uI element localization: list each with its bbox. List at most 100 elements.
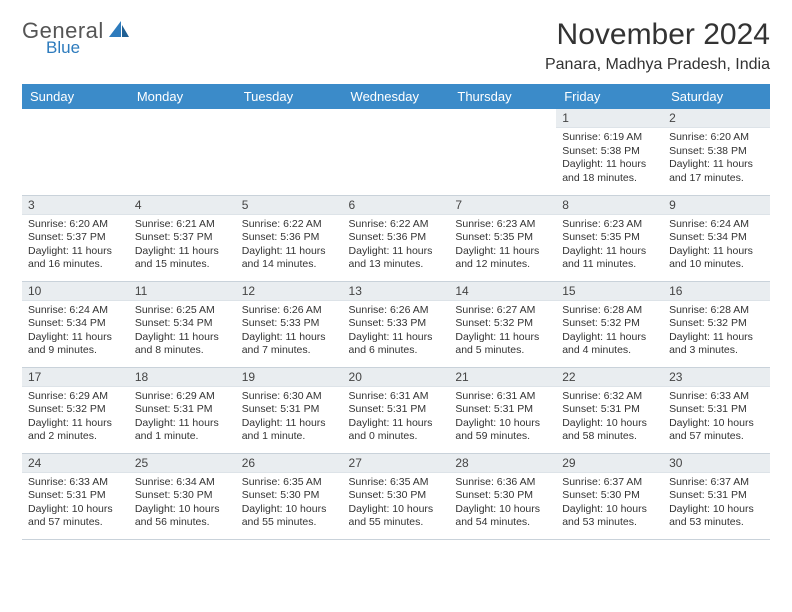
- calendar-cell: 17Sunrise: 6:29 AMSunset: 5:32 PMDayligh…: [22, 367, 129, 453]
- day-details: Sunrise: 6:19 AMSunset: 5:38 PMDaylight:…: [556, 128, 663, 190]
- sunrise-line: Sunrise: 6:20 AM: [28, 218, 123, 232]
- daylight-line: Daylight: 11 hours and 8 minutes.: [135, 331, 230, 358]
- day-number: 17: [22, 368, 129, 387]
- calendar-cell: 19Sunrise: 6:30 AMSunset: 5:31 PMDayligh…: [236, 367, 343, 453]
- calendar-row: 17Sunrise: 6:29 AMSunset: 5:32 PMDayligh…: [22, 367, 770, 453]
- day-number: 4: [129, 196, 236, 215]
- sunset-line: Sunset: 5:31 PM: [28, 489, 123, 503]
- daylight-line: Daylight: 11 hours and 10 minutes.: [669, 245, 764, 272]
- day-number: 27: [343, 454, 450, 473]
- sunset-line: Sunset: 5:31 PM: [455, 403, 550, 417]
- sunrise-line: Sunrise: 6:26 AM: [242, 304, 337, 318]
- sunrise-line: Sunrise: 6:31 AM: [349, 390, 444, 404]
- day-details: Sunrise: 6:37 AMSunset: 5:30 PMDaylight:…: [556, 473, 663, 535]
- day-details: Sunrise: 6:29 AMSunset: 5:31 PMDaylight:…: [129, 387, 236, 449]
- calendar-cell: [236, 109, 343, 195]
- sunset-line: Sunset: 5:30 PM: [349, 489, 444, 503]
- daylight-line: Daylight: 11 hours and 17 minutes.: [669, 158, 764, 185]
- calendar-cell: 30Sunrise: 6:37 AMSunset: 5:31 PMDayligh…: [663, 453, 770, 539]
- dayhead-fri: Friday: [556, 84, 663, 109]
- sunset-line: Sunset: 5:32 PM: [455, 317, 550, 331]
- day-details: Sunrise: 6:37 AMSunset: 5:31 PMDaylight:…: [663, 473, 770, 535]
- calendar-cell: 11Sunrise: 6:25 AMSunset: 5:34 PMDayligh…: [129, 281, 236, 367]
- sunrise-line: Sunrise: 6:32 AM: [562, 390, 657, 404]
- sunset-line: Sunset: 5:32 PM: [669, 317, 764, 331]
- dayhead-thu: Thursday: [449, 84, 556, 109]
- daylight-line: Daylight: 11 hours and 13 minutes.: [349, 245, 444, 272]
- day-details: Sunrise: 6:29 AMSunset: 5:32 PMDaylight:…: [22, 387, 129, 449]
- calendar-cell: [22, 109, 129, 195]
- sunrise-line: Sunrise: 6:25 AM: [135, 304, 230, 318]
- day-number: 19: [236, 368, 343, 387]
- dayhead-sat: Saturday: [663, 84, 770, 109]
- calendar-body: 1Sunrise: 6:19 AMSunset: 5:38 PMDaylight…: [22, 109, 770, 539]
- calendar-cell: 2Sunrise: 6:20 AMSunset: 5:38 PMDaylight…: [663, 109, 770, 195]
- sunrise-line: Sunrise: 6:26 AM: [349, 304, 444, 318]
- day-details: Sunrise: 6:28 AMSunset: 5:32 PMDaylight:…: [556, 301, 663, 363]
- day-details: Sunrise: 6:23 AMSunset: 5:35 PMDaylight:…: [556, 215, 663, 277]
- daylight-line: Daylight: 11 hours and 5 minutes.: [455, 331, 550, 358]
- daylight-line: Daylight: 10 hours and 57 minutes.: [669, 417, 764, 444]
- sunset-line: Sunset: 5:36 PM: [349, 231, 444, 245]
- sunset-line: Sunset: 5:34 PM: [28, 317, 123, 331]
- day-number: 10: [22, 282, 129, 301]
- sunset-line: Sunset: 5:34 PM: [135, 317, 230, 331]
- daylight-line: Daylight: 11 hours and 15 minutes.: [135, 245, 230, 272]
- calendar-cell: 13Sunrise: 6:26 AMSunset: 5:33 PMDayligh…: [343, 281, 450, 367]
- day-details: Sunrise: 6:36 AMSunset: 5:30 PMDaylight:…: [449, 473, 556, 535]
- day-details: Sunrise: 6:33 AMSunset: 5:31 PMDaylight:…: [663, 387, 770, 449]
- day-details: Sunrise: 6:31 AMSunset: 5:31 PMDaylight:…: [449, 387, 556, 449]
- month-title: November 2024: [545, 18, 770, 52]
- sunrise-line: Sunrise: 6:27 AM: [455, 304, 550, 318]
- sunset-line: Sunset: 5:30 PM: [135, 489, 230, 503]
- calendar-cell: 15Sunrise: 6:28 AMSunset: 5:32 PMDayligh…: [556, 281, 663, 367]
- calendar-cell: 24Sunrise: 6:33 AMSunset: 5:31 PMDayligh…: [22, 453, 129, 539]
- daylight-line: Daylight: 11 hours and 1 minute.: [242, 417, 337, 444]
- daylight-line: Daylight: 11 hours and 9 minutes.: [28, 331, 123, 358]
- sunset-line: Sunset: 5:33 PM: [242, 317, 337, 331]
- sunset-line: Sunset: 5:31 PM: [669, 403, 764, 417]
- calendar-cell: 20Sunrise: 6:31 AMSunset: 5:31 PMDayligh…: [343, 367, 450, 453]
- sunrise-line: Sunrise: 6:35 AM: [349, 476, 444, 490]
- sunset-line: Sunset: 5:35 PM: [562, 231, 657, 245]
- calendar-cell: 10Sunrise: 6:24 AMSunset: 5:34 PMDayligh…: [22, 281, 129, 367]
- daylight-line: Daylight: 10 hours and 53 minutes.: [669, 503, 764, 530]
- sail-icon: [108, 20, 130, 43]
- sunset-line: Sunset: 5:37 PM: [28, 231, 123, 245]
- sunset-line: Sunset: 5:30 PM: [242, 489, 337, 503]
- day-number: 7: [449, 196, 556, 215]
- day-details: Sunrise: 6:26 AMSunset: 5:33 PMDaylight:…: [236, 301, 343, 363]
- calendar-cell: 26Sunrise: 6:35 AMSunset: 5:30 PMDayligh…: [236, 453, 343, 539]
- daylight-line: Daylight: 10 hours and 55 minutes.: [242, 503, 337, 530]
- sunset-line: Sunset: 5:38 PM: [669, 145, 764, 159]
- calendar-cell: 25Sunrise: 6:34 AMSunset: 5:30 PMDayligh…: [129, 453, 236, 539]
- day-details: Sunrise: 6:23 AMSunset: 5:35 PMDaylight:…: [449, 215, 556, 277]
- calendar-cell: [129, 109, 236, 195]
- sunrise-line: Sunrise: 6:36 AM: [455, 476, 550, 490]
- day-number: 26: [236, 454, 343, 473]
- day-number: 1: [556, 109, 663, 128]
- calendar-row: 24Sunrise: 6:33 AMSunset: 5:31 PMDayligh…: [22, 453, 770, 539]
- sunrise-line: Sunrise: 6:37 AM: [669, 476, 764, 490]
- calendar-page: General Blue November 2024 Panara, Madhy…: [0, 0, 792, 612]
- day-details: Sunrise: 6:34 AMSunset: 5:30 PMDaylight:…: [129, 473, 236, 535]
- sunrise-line: Sunrise: 6:20 AM: [669, 131, 764, 145]
- day-details: Sunrise: 6:26 AMSunset: 5:33 PMDaylight:…: [343, 301, 450, 363]
- day-details: Sunrise: 6:28 AMSunset: 5:32 PMDaylight:…: [663, 301, 770, 363]
- day-number: 25: [129, 454, 236, 473]
- calendar-cell: 28Sunrise: 6:36 AMSunset: 5:30 PMDayligh…: [449, 453, 556, 539]
- day-number: 30: [663, 454, 770, 473]
- sunrise-line: Sunrise: 6:29 AM: [135, 390, 230, 404]
- day-number: 14: [449, 282, 556, 301]
- sunrise-line: Sunrise: 6:31 AM: [455, 390, 550, 404]
- day-number: 24: [22, 454, 129, 473]
- daylight-line: Daylight: 11 hours and 12 minutes.: [455, 245, 550, 272]
- sunrise-line: Sunrise: 6:29 AM: [28, 390, 123, 404]
- sunset-line: Sunset: 5:31 PM: [242, 403, 337, 417]
- daylight-line: Daylight: 11 hours and 14 minutes.: [242, 245, 337, 272]
- title-block: November 2024 Panara, Madhya Pradesh, In…: [545, 18, 770, 74]
- dayhead-mon: Monday: [129, 84, 236, 109]
- day-details: Sunrise: 6:35 AMSunset: 5:30 PMDaylight:…: [236, 473, 343, 535]
- calendar-cell: 27Sunrise: 6:35 AMSunset: 5:30 PMDayligh…: [343, 453, 450, 539]
- calendar-table: Sunday Monday Tuesday Wednesday Thursday…: [22, 84, 770, 540]
